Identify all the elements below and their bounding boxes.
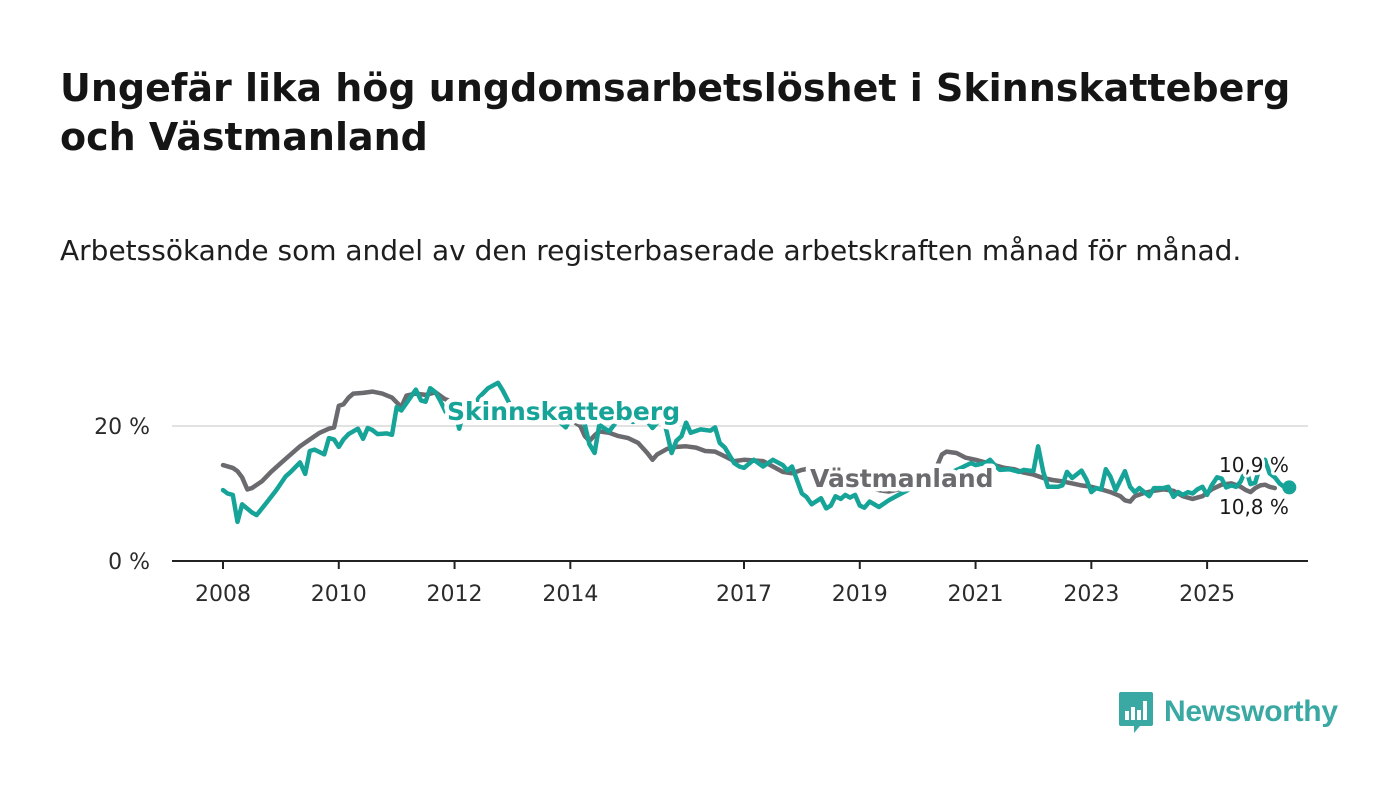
newsworthy-logo[interactable]: Newsworthy <box>1118 688 1338 736</box>
x-tick-label: 2021 <box>948 582 1004 607</box>
series-label-vastmanland-halo: Västmanland <box>810 464 994 493</box>
x-tick-label: 2023 <box>1063 582 1119 607</box>
y-tick-label: 20 % <box>94 415 150 440</box>
x-tick-label: 2012 <box>427 582 483 607</box>
end-label-skinnskatteberg-halo: 10,9 % <box>1219 453 1289 477</box>
x-tick-label: 2019 <box>832 582 888 607</box>
chart-subtitle: Arbetssökande som andel av den registerb… <box>60 234 1242 267</box>
series-label-skinnskatteberg: Skinnskatteberg <box>447 397 680 426</box>
x-tick-label: 2010 <box>311 582 367 607</box>
x-tick-label: 2017 <box>716 582 772 607</box>
x-tick-label: 2014 <box>542 582 598 607</box>
series-line-v-stmanland <box>220 389 1278 504</box>
end-label-vastmanland: 10,8 % <box>1219 495 1289 519</box>
brand-name: Newsworthy <box>1164 695 1338 728</box>
x-tick-label: 2025 <box>1179 582 1235 607</box>
series-line-skinnskatteberg <box>220 380 1292 525</box>
series-label-vastmanland: Västmanland <box>810 464 994 493</box>
chart-title: Ungefär lika hög ungdomsarbetslöshet i S… <box>60 66 1291 159</box>
bar-chart-speech-bubble-icon <box>1119 692 1153 733</box>
series-label-skinnskatteberg-halo: Skinnskatteberg <box>447 397 680 426</box>
end-point-marker <box>1282 480 1297 495</box>
end-label-vastmanland-halo: 10,8 % <box>1219 495 1289 519</box>
x-tick-label: 2008 <box>195 582 251 607</box>
y-tick-label: 0 % <box>108 550 150 575</box>
end-label-skinnskatteberg: 10,9 % <box>1219 453 1289 477</box>
